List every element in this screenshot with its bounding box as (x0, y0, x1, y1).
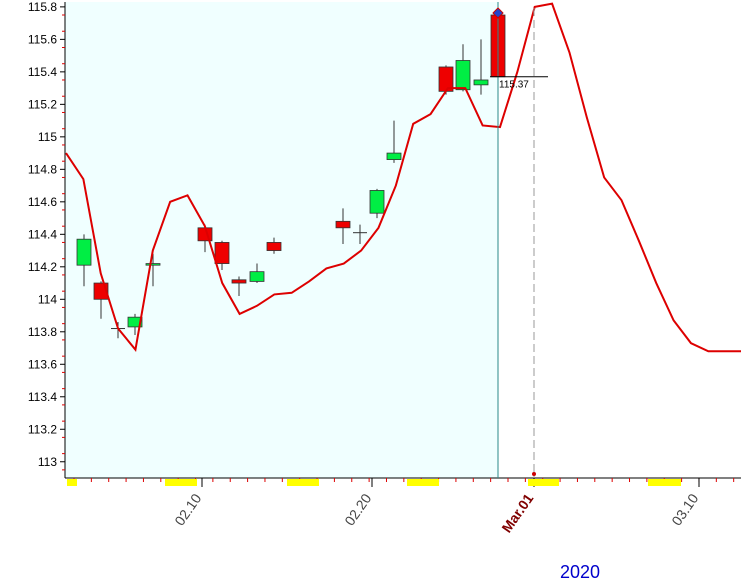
candle (76, 234, 92, 287)
trend-line (65, 2, 741, 353)
y-tick-label: 114.6 (28, 195, 57, 209)
last-price-label: 115.37 (499, 80, 529, 91)
candle (266, 237, 282, 254)
candle (249, 263, 265, 284)
diamond-marker (492, 7, 504, 19)
candle (386, 120, 402, 163)
y-tick-label: 114.2 (28, 260, 57, 274)
y-tick-label: 113.4 (28, 390, 57, 404)
period-marker (67, 479, 77, 486)
candle (127, 313, 143, 336)
candle (231, 276, 247, 297)
candle (353, 224, 367, 245)
y-axis: 113 113.2 113.4 113.6 113.8 114 114.2 114.4 114.… (28, 0, 66, 478)
period-marker (407, 479, 439, 486)
period-markers (67, 479, 681, 486)
candle (455, 44, 471, 92)
candle-body (214, 242, 230, 264)
x-tick-label: 02.20 (341, 490, 374, 528)
period-marker (528, 479, 559, 486)
period-marker (648, 479, 681, 486)
candle-body (455, 60, 471, 91)
date-dot-marker (532, 472, 536, 476)
y-tick-label: 115.8 (28, 0, 57, 14)
candle-body (145, 263, 161, 266)
y-tick-label: 115 (38, 130, 57, 144)
period-marker (287, 479, 319, 486)
candle (473, 39, 489, 95)
y-tick-label: 114.4 (28, 227, 57, 241)
y-tick-label: 115.6 (28, 32, 57, 46)
year-label: 2020 (560, 562, 600, 580)
x-tick-label: 02.10 (171, 490, 204, 528)
candle (369, 188, 385, 219)
candle-body (231, 279, 247, 284)
y-tick-label: 114 (38, 292, 57, 306)
x-tick-label: 03.10 (668, 490, 701, 528)
candle (145, 253, 161, 287)
candle (335, 208, 351, 245)
y-tick-label: 114.8 (28, 162, 57, 176)
y-tick-label: 113 (38, 455, 57, 469)
overlay: 115.37 (490, 2, 548, 478)
candle-body (76, 238, 92, 266)
x-axis: 02.10 02.20 Mar.01 03.10 (65, 477, 741, 535)
candle-body (386, 152, 402, 160)
candle-body (473, 79, 489, 86)
y-tick-label: 113.2 (28, 422, 57, 436)
history-background (65, 2, 498, 478)
candle-body (335, 220, 351, 229)
y-tick-label: 115.2 (28, 97, 57, 111)
candle-body (369, 190, 385, 214)
candle-body (266, 242, 282, 251)
y-tick-label: 113.8 (28, 325, 57, 339)
y-tick-label: 113.6 (28, 357, 57, 371)
y-tick-label: 115.4 (28, 65, 57, 79)
x-tick-label: Mar.01 (498, 490, 536, 535)
candle (214, 240, 230, 271)
candle-body (249, 271, 265, 282)
candle-body (127, 316, 143, 328)
period-marker (165, 479, 197, 486)
trend-path (65, 2, 741, 353)
